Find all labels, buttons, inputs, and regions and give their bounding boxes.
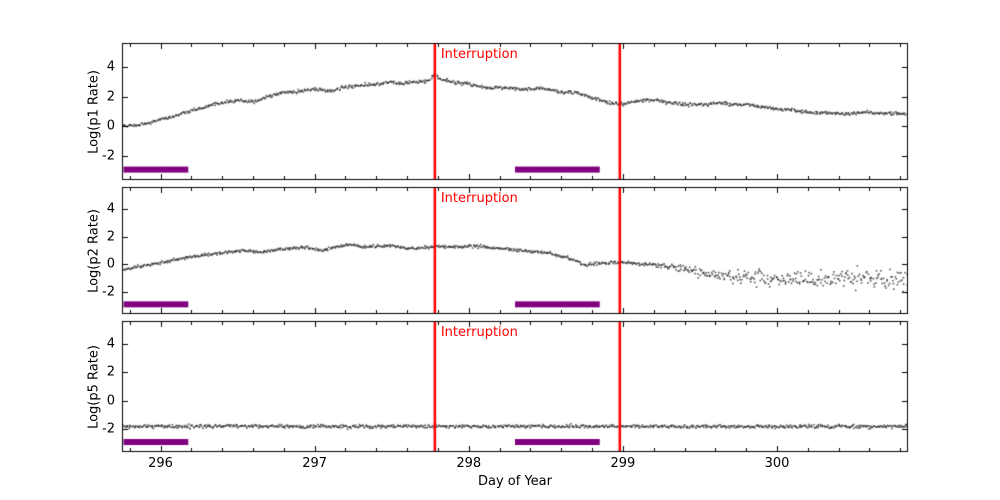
y-tick-label: 0: [106, 118, 115, 134]
x-axis-label: Day of Year: [478, 474, 552, 489]
x-tick-label: 298: [456, 456, 482, 471]
y-tick-label: 4: [106, 336, 115, 352]
y-tick-label: 0: [106, 256, 115, 272]
x-tick-label: 296: [148, 456, 173, 471]
y-tick-label: -2: [102, 284, 115, 300]
y-tick-label: 2: [106, 229, 115, 245]
y-tick-label: 4: [106, 201, 115, 217]
interruption-label-p2: Interruption: [440, 191, 518, 206]
y-axis-label-p1: Log(p1 Rate): [86, 69, 102, 154]
y-tick-label: -2: [102, 421, 115, 437]
x-tick-label: 297: [302, 456, 328, 471]
y-tick-label: -2: [102, 148, 115, 164]
y-tick-label: 2: [106, 364, 115, 380]
y-tick-label: 2: [106, 89, 115, 105]
interruption-label-p5: Interruption: [440, 325, 518, 340]
x-tick-label: 300: [764, 456, 790, 471]
interruption-label-p1: Interruption: [440, 47, 518, 62]
x-tick-label: 299: [610, 456, 636, 471]
y-tick-label: 4: [106, 59, 115, 75]
y-axis-label-p2: Log(p2 Rate): [86, 208, 102, 293]
y-axis-label-p5: Log(p5 Rate): [86, 344, 102, 429]
y-tick-label: 0: [106, 393, 115, 409]
